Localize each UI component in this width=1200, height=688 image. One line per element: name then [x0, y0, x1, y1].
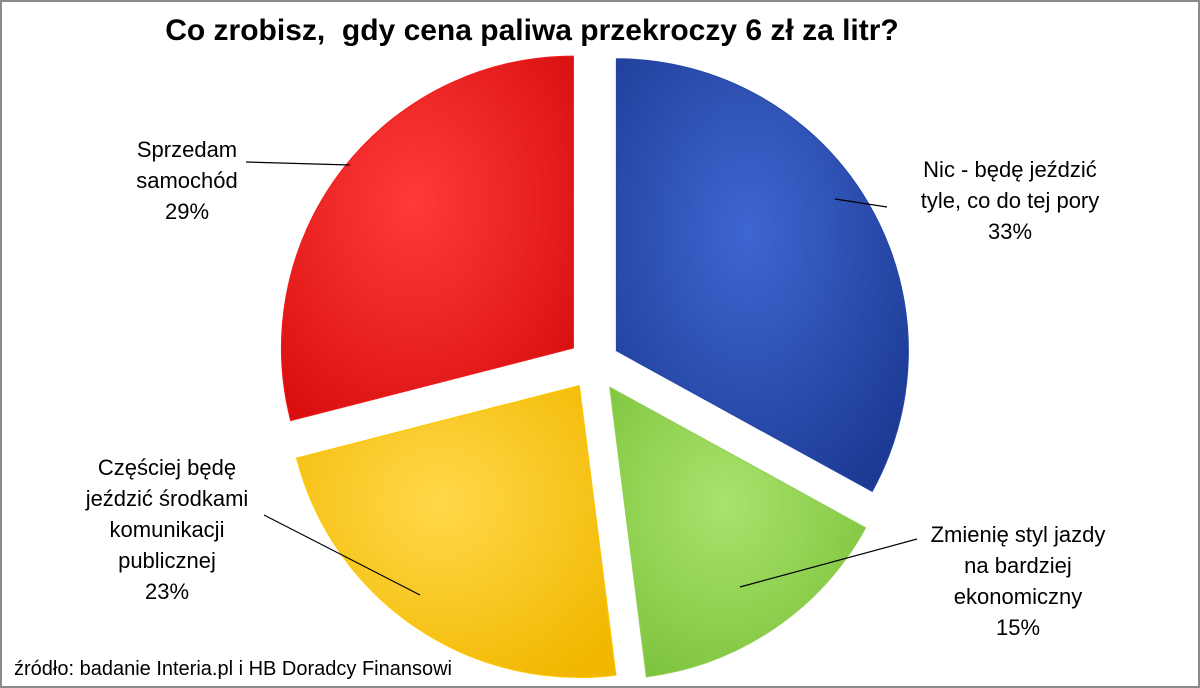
slice-label-line: tyle, co do tej pory: [921, 188, 1100, 213]
slice-label-line: Zmienię styl jazdy: [931, 522, 1106, 547]
slice-label-nic: Nic - będę jeździć tyle, co do tej pory 33…: [921, 157, 1100, 244]
slice-label-styl: Zmienię styl jazdy na bardziej ekonomiczny…: [931, 522, 1106, 640]
slice-label-line: samochód: [136, 168, 238, 193]
chart-title: Co zrobisz, gdy cena paliwa przekroczy 6…: [165, 14, 899, 47]
slice-percent-styl: 15%: [996, 615, 1040, 640]
slice-label-line: na bardziej: [964, 553, 1072, 578]
pie-slice-nic: [615, 58, 909, 493]
slice-label-line: publicznej: [118, 548, 216, 573]
slice-label-line: Sprzedam: [137, 137, 237, 162]
leader-line-komunikacja: [263, 514, 421, 596]
slice-label-line: jeździć środkami: [85, 486, 249, 511]
slice-percent-nic: 33%: [988, 219, 1032, 244]
source-note: źródło: badanie Interia.pl i HB Doradcy …: [14, 658, 452, 680]
slice-label-line: ekonomiczny: [954, 584, 1082, 609]
slice-percent-sprzedam: 29%: [165, 199, 209, 224]
slice-label-line: Częściej będę: [98, 455, 236, 480]
slice-label-komunikacja: Częściej będę jeździć środkami komunikacji…: [85, 455, 249, 604]
pie-slice-styl: [609, 386, 867, 678]
slice-label-line: Nic - będę jeździć: [923, 157, 1097, 182]
slice-percent-komunikacja: 23%: [145, 579, 189, 604]
pie-slice-sprzedam: [280, 55, 574, 422]
leader-line-nic: [834, 198, 888, 208]
leader-line-sprzedam: [245, 161, 351, 166]
slice-label-sprzedam: Sprzedam samochód 29%: [136, 137, 238, 224]
pie-slice-komunikacja: [295, 384, 617, 678]
slice-label-line: komunikacji: [110, 517, 225, 542]
leader-line-styl: [739, 538, 918, 588]
